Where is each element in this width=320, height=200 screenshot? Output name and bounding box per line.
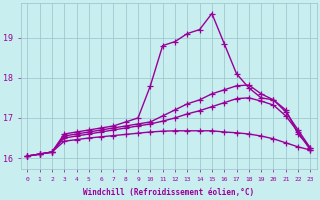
X-axis label: Windchill (Refroidissement éolien,°C): Windchill (Refroidissement éolien,°C) xyxy=(83,188,254,197)
